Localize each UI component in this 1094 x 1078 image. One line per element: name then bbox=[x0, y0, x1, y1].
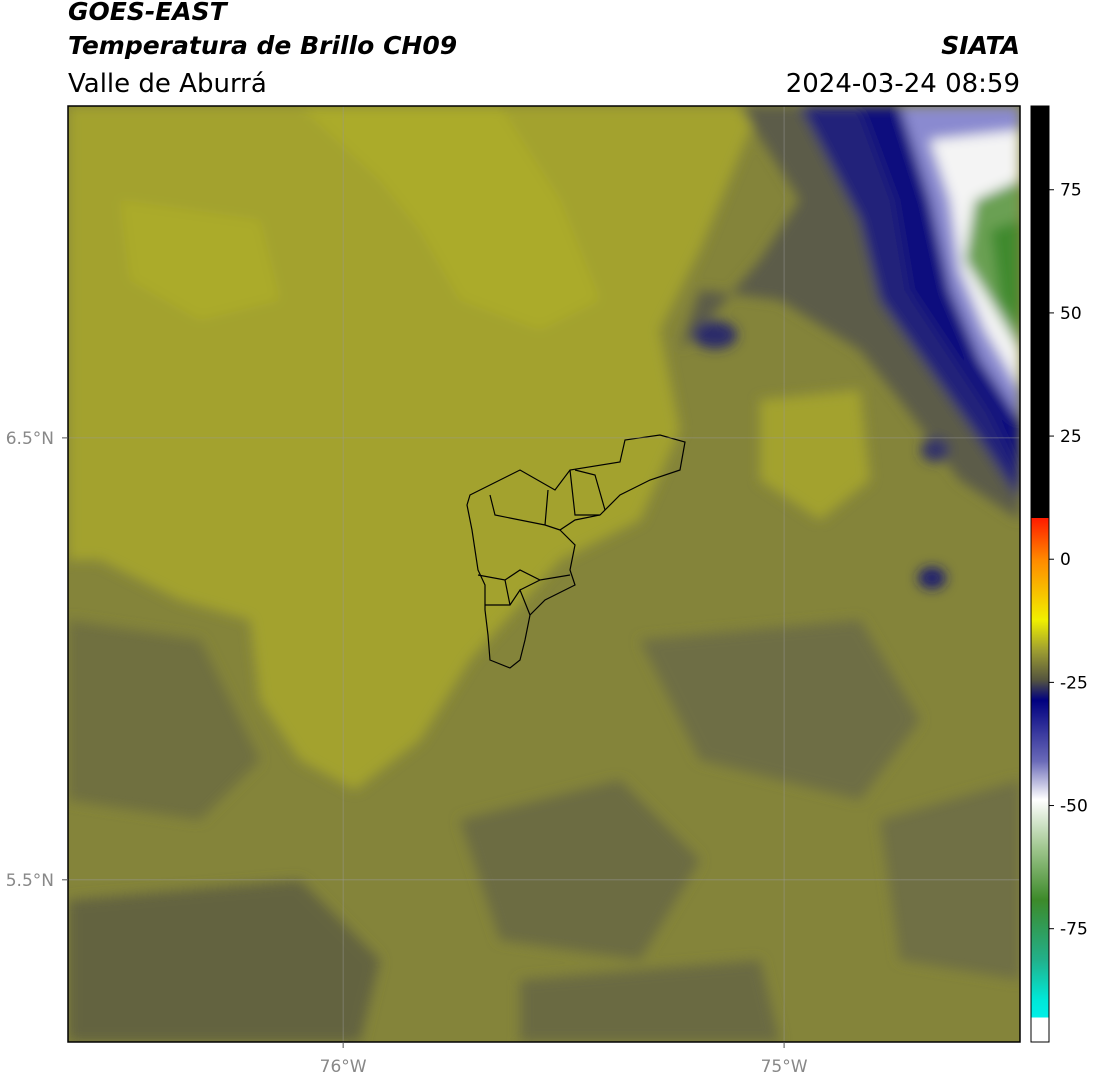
x-tick-label: 76°W bbox=[320, 1057, 367, 1077]
x-tick-label: 75°W bbox=[761, 1057, 808, 1077]
colorbar-tick-label: 50 bbox=[1060, 304, 1082, 324]
subtitle: Temperatura de Brillo CH09 bbox=[68, 31, 457, 60]
y-tick-label: 6.5°N bbox=[6, 429, 54, 449]
timestamp: 2024-03-24 08:59 bbox=[786, 69, 1020, 99]
y-tick-label: 5.5°N bbox=[6, 871, 54, 891]
grid bbox=[68, 106, 1020, 1042]
region: Valle de Aburrá bbox=[68, 69, 267, 99]
map-frame bbox=[67, 105, 1021, 1043]
colorbar-tick-label: -50 bbox=[1060, 797, 1088, 817]
satellite-field bbox=[68, 106, 1020, 1042]
source: SIATA bbox=[941, 31, 1020, 60]
colorbar bbox=[1030, 105, 1050, 1043]
colorbar-tick-label: -25 bbox=[1060, 673, 1088, 693]
colorbar-tick-label: -75 bbox=[1060, 920, 1088, 940]
colorbar-tick-label: 75 bbox=[1060, 181, 1082, 201]
colorbar-tick-label: 25 bbox=[1060, 427, 1082, 447]
colorbar-tick-label: 0 bbox=[1060, 550, 1071, 570]
title: GOES-EAST bbox=[68, 0, 229, 26]
